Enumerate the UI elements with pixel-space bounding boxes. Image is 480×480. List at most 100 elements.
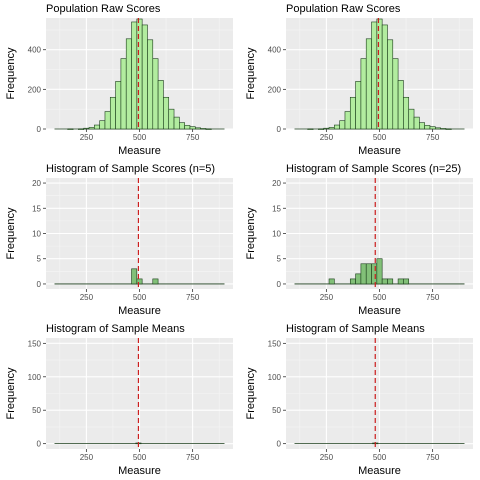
histogram-bar (440, 128, 447, 130)
y-tick-label: 100 (28, 373, 42, 382)
histogram-bar (392, 58, 399, 130)
histogram-bar (344, 111, 351, 130)
histogram-bar (163, 96, 170, 130)
x-tick-label: 250 (80, 133, 94, 142)
x-tick-label: 250 (320, 133, 334, 142)
histogram-bar (365, 263, 372, 285)
histogram-bar (397, 80, 404, 130)
histogram-panel: 250 500 750 0 200 400 Population Raw Scores Mea… (245, 3, 473, 157)
histogram-bar (184, 125, 191, 130)
x-tick-label: 500 (133, 293, 147, 302)
y-axis-title: Frequency (245, 47, 257, 99)
histogram-bar (194, 127, 201, 130)
histogram-bar (381, 24, 388, 130)
y-tick-label: 0 (37, 280, 42, 289)
histogram-bar (387, 278, 394, 285)
histogram-bar (403, 96, 410, 130)
x-axis-title: Measure (118, 145, 161, 157)
histogram-bar (371, 263, 378, 285)
x-tick-label: 250 (80, 293, 94, 302)
histogram-panel: 250 500 750 0 200 400 Population Raw Scores Mea… (5, 3, 233, 157)
histogram-bar (179, 122, 185, 130)
histogram-bar (131, 21, 138, 130)
histogram-bar (334, 124, 340, 130)
x-axis-title: Measure (118, 465, 161, 477)
x-tick-label: 750 (186, 293, 200, 302)
histogram-bar (205, 128, 212, 130)
y-tick-label: 0 (37, 440, 42, 449)
histogram-bar (131, 268, 138, 285)
y-tick-label: 20 (32, 179, 41, 188)
histogram-bar (323, 127, 330, 130)
y-tick-label: 0 (277, 125, 282, 134)
x-tick-label: 500 (133, 133, 147, 142)
x-tick-label: 750 (426, 133, 440, 142)
y-axis-title: Frequency (245, 207, 257, 259)
histogram-bar (408, 108, 415, 130)
y-axis-title: Frequency (5, 207, 17, 259)
histogram-bar (125, 38, 132, 130)
y-tick-label: 400 (268, 46, 282, 55)
histogram-bar (403, 278, 410, 285)
y-tick-label: 50 (272, 406, 281, 415)
y-tick-label: 15 (32, 204, 41, 213)
histogram-bar (349, 278, 356, 285)
x-tick-label: 500 (373, 293, 387, 302)
x-axis-title: Measure (358, 145, 401, 157)
x-tick-label: 250 (80, 453, 94, 462)
x-axis-title: Measure (358, 465, 401, 477)
y-tick-label: 200 (268, 85, 282, 94)
histogram-bar (83, 127, 90, 130)
histogram-bar (141, 24, 148, 130)
x-tick-label: 750 (426, 453, 440, 462)
y-axis-title: Frequency (245, 367, 257, 419)
histogram-bar (168, 108, 175, 130)
y-tick-label: 5 (37, 255, 42, 264)
histogram-bar (328, 278, 335, 285)
histogram-bar (445, 128, 452, 130)
histogram-bar (318, 128, 325, 130)
histogram-bar (355, 273, 362, 285)
y-tick-label: 10 (272, 230, 281, 239)
histogram-bar (355, 81, 362, 130)
histogram-bar (376, 258, 383, 285)
histogram-bar (152, 58, 159, 130)
y-tick-label: 150 (268, 339, 282, 348)
histogram-bar (67, 128, 74, 130)
histogram-bar (397, 278, 404, 285)
panel-title: Histogram of Sample Means (46, 323, 185, 335)
x-tick-label: 500 (373, 453, 387, 462)
histogram-bar (115, 81, 122, 130)
panel-title: Histogram of Sample Means (286, 323, 425, 335)
histogram-bar (387, 39, 394, 130)
panel-title: Histogram of Sample Scores (n=5) (46, 163, 215, 175)
histogram-bar (94, 124, 100, 130)
y-axis-title: Frequency (5, 367, 17, 419)
histogram-panel: 250 500 750 0 50 100 150 Histogram of Sample Me… (245, 323, 473, 477)
histogram-bar (328, 127, 335, 130)
histogram-bar (307, 128, 314, 130)
histogram-bar (173, 116, 180, 130)
y-tick-label: 5 (277, 255, 282, 264)
histogram-bar (371, 21, 378, 130)
y-tick-label: 50 (32, 406, 41, 415)
x-tick-label: 500 (373, 133, 387, 142)
y-tick-label: 0 (37, 125, 42, 134)
histogram-bar (120, 58, 127, 130)
histogram-bar (189, 126, 196, 130)
x-tick-label: 750 (186, 453, 200, 462)
panel-title: Population Raw Scores (46, 3, 161, 15)
histogram-bar (157, 80, 164, 130)
y-tick-label: 100 (268, 373, 282, 382)
histogram-bar (434, 127, 441, 130)
panel-title: Histogram of Sample Scores (n=25) (286, 163, 461, 175)
histogram-panel: 250 500 750 0 50 100 150 Histogram of Sample Me… (5, 323, 233, 477)
histogram-bar (104, 111, 111, 130)
histogram-bar (381, 278, 388, 285)
histogram-bar (147, 39, 154, 130)
x-tick-label: 250 (320, 293, 334, 302)
histogram-bar (200, 128, 207, 130)
y-tick-label: 20 (272, 179, 281, 188)
histogram-bar (360, 58, 367, 130)
